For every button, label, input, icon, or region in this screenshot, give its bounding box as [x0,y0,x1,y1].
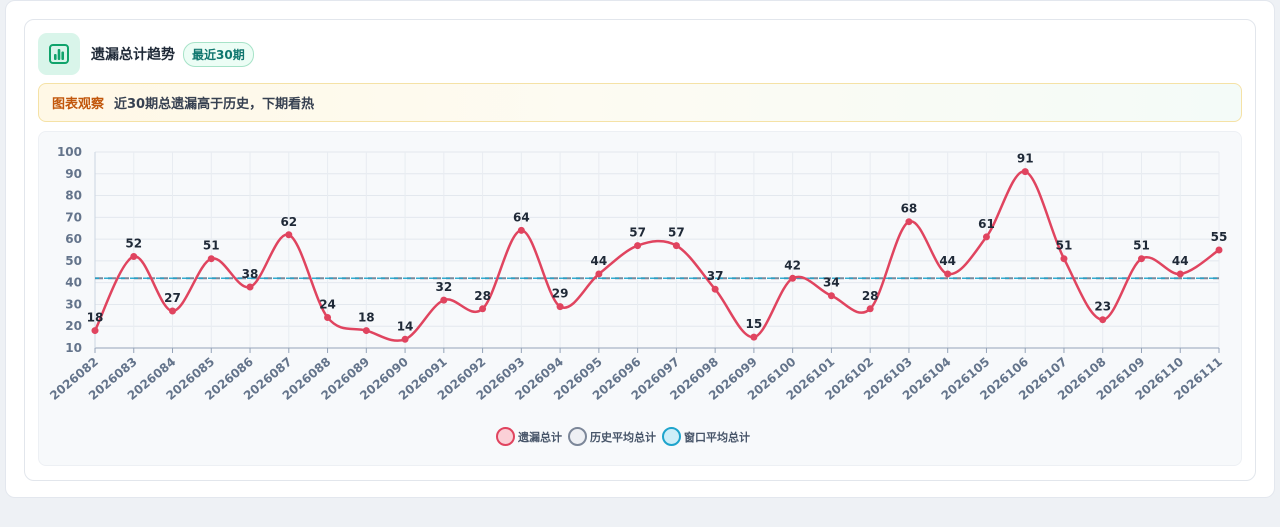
chart-panel [38,131,1242,466]
series-point-layer [91,168,1223,343]
data-point [1215,246,1223,254]
data-label: 62 [280,215,297,229]
data-point [556,303,564,311]
y-tick-label: 40 [65,276,82,290]
data-label: 57 [668,226,685,240]
data-point [517,226,525,234]
y-tick-label: 60 [65,232,82,246]
data-point [634,242,642,250]
data-label: 14 [397,319,414,333]
data-label: 51 [1133,239,1150,253]
data-label: 28 [474,289,491,303]
legend-label: 遗漏总计 [518,430,562,444]
observation-text: 近30期总遗漏高于历史，下期看热 [114,97,315,112]
observation-tag: 图表观察 [52,97,105,112]
axis-layer: 1020304050607080901002026082202608320260… [47,145,1225,403]
y-tick-label: 30 [65,297,82,311]
y-tick-label: 80 [65,189,82,203]
data-point [750,333,758,341]
data-point [324,314,332,322]
data-label: 34 [823,276,840,290]
data-point [982,233,990,241]
data-point [362,327,370,335]
data-label: 51 [203,239,220,253]
legend-item-history-avg[interactable]: 历史平均总计 [568,427,656,446]
card-header: 遗漏总计趋势 最近30期 [38,33,254,75]
data-point [789,274,797,282]
data-point [207,255,215,263]
data-label: 44 [939,254,956,268]
data-label: 27 [164,291,181,305]
data-label: 64 [513,210,530,224]
data-label: 32 [435,280,452,294]
data-label-layer: 18 52 27 51 38 62 24 18 14 32 28 64 29 44 57 57 37 15 42 34… [87,152,1228,334]
chart-title: 遗漏总计趋势 [91,47,175,63]
grid-layer [94,151,1220,349]
data-point [672,242,680,250]
data-label: 91 [1017,152,1034,166]
data-point [1099,316,1107,324]
data-label: 51 [1056,239,1073,253]
chart-observation: 图表观察 近30期总遗漏高于历史，下期看热 [38,83,1242,122]
data-label: 29 [552,287,569,301]
data-label: 18 [358,311,375,325]
data-label: 52 [125,237,142,251]
data-label: 55 [1211,230,1228,244]
data-label: 57 [629,226,646,240]
y-tick-label: 10 [65,341,82,355]
y-tick-label: 100 [57,145,82,159]
data-point [905,218,913,226]
legend-item-window-avg[interactable]: 窗口平均总计 [662,427,750,446]
data-point [1060,255,1068,263]
bar-chart-icon [38,33,80,75]
data-label: 23 [1094,300,1111,314]
data-label: 44 [591,254,608,268]
y-tick-label: 20 [65,319,82,333]
legend-item-missing-total[interactable]: 遗漏总计 [496,427,562,446]
data-point [246,283,254,291]
data-point [169,307,177,315]
data-label: 37 [707,269,724,283]
legend-swatch [568,427,587,446]
data-point [440,296,448,304]
data-label: 18 [87,311,104,325]
series-line-layer [93,170,1220,342]
data-label: 15 [746,317,763,331]
data-label: 61 [978,217,995,231]
data-label: 68 [901,202,918,216]
data-point [401,335,409,343]
data-point [130,253,138,261]
data-point [285,231,293,239]
y-tick-label: 70 [65,210,82,224]
data-point [1021,168,1029,176]
data-point [711,285,719,293]
data-point [479,305,487,313]
y-tick-label: 50 [65,254,82,268]
legend-swatch [662,427,681,446]
period-badge: 最近30期 [183,41,254,67]
data-point [91,327,99,335]
chart-legend: 遗漏总计 历史平均总计 窗口平均总计 [496,427,756,446]
data-label: 24 [319,298,336,312]
data-point [1137,255,1145,263]
data-label: 42 [784,258,801,272]
missing-total-line [93,170,1220,342]
data-label: 38 [242,267,259,281]
data-point [595,270,603,278]
data-point [944,270,952,278]
y-tick-label: 90 [65,167,82,181]
data-point [866,305,874,313]
data-point [1176,270,1184,278]
legend-swatch [496,427,515,446]
data-point [827,292,835,300]
legend-label: 窗口平均总计 [684,430,750,444]
legend-label: 历史平均总计 [590,430,656,444]
data-label: 28 [862,289,879,303]
data-label: 44 [1172,254,1189,268]
